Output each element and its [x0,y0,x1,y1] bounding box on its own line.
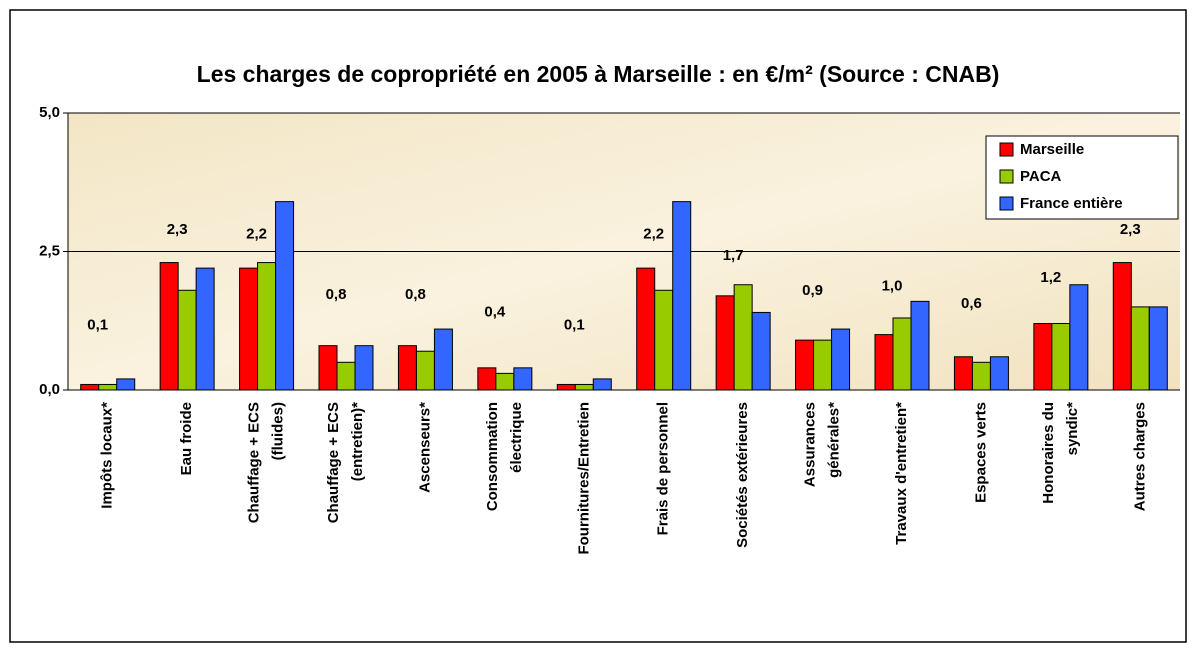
data-label: 0,1 [87,317,108,334]
chart-title: Les charges de copropriété en 2005 à Mar… [197,61,1000,87]
bar [592,378,612,391]
data-label: 0,1 [564,317,585,334]
data-label: 2,2 [643,225,664,242]
bar [831,328,851,391]
x-tick-label: Sociétés extérieures [734,402,751,548]
x-tick-label: Espaces verts [972,402,989,503]
bar [239,267,259,391]
bar [556,383,576,391]
x-tick-label: Chauffage + ECS (fluides) [246,402,287,523]
data-label: 2,3 [167,221,188,238]
bar [477,367,497,391]
legend-label: Marseille [1020,141,1084,158]
legend-label: PACA [1020,168,1062,185]
x-tick-label: Fournitures/Entretien [575,402,592,555]
bar [892,317,912,391]
bar [654,289,674,391]
bar [354,345,374,391]
bar [672,201,692,391]
legend-swatch [999,169,1014,184]
bar [1112,262,1132,391]
x-tick-label: Honoraires du syndic* [1040,402,1081,504]
bar [1148,306,1168,391]
data-label: 2,3 [1120,221,1141,238]
bar [495,372,515,391]
bar [636,267,656,391]
x-tick-label: Assurances générales* [802,402,843,487]
bar [715,295,735,391]
bar [433,328,453,391]
data-label: 0,6 [961,295,982,312]
data-label: 0,8 [326,286,347,303]
bar [257,262,277,391]
legend-swatch [999,196,1014,211]
bar [159,262,179,391]
bar [116,378,136,391]
y-tick-label: 2,5 [39,242,60,259]
y-tick-label: 0,0 [39,381,60,398]
x-tick-label: Ascenseurs* [416,402,433,493]
bar [1051,323,1071,391]
data-label: 0,8 [405,286,426,303]
bar [971,361,991,391]
data-label: 0,9 [802,282,823,299]
bar [195,267,215,391]
bar [953,356,973,391]
data-label: 0,4 [484,304,506,321]
y-tick-label: 5,0 [39,104,60,121]
bar [415,350,435,391]
legend-label: France entière [1020,195,1123,212]
bar [751,311,771,391]
bar [813,339,833,391]
bar [275,201,295,391]
bar [1130,306,1150,391]
bar [336,361,356,391]
bar [1069,284,1089,391]
bar [574,383,594,391]
bar [397,345,417,391]
data-label: 1,7 [723,247,744,264]
bar [177,289,197,391]
bar [874,334,894,391]
bar [80,383,100,391]
x-tick-label: Eau froide [178,402,195,475]
x-tick-label: Travaux d'entretien* [893,402,910,545]
bar [989,356,1009,391]
data-label: 2,2 [246,225,267,242]
x-tick-label: Frais de personnel [655,402,672,535]
data-label: 1,0 [882,278,903,295]
x-tick-label: Chauffage + ECS (entretien)* [325,402,366,523]
legend-box [985,135,1179,220]
x-tick-label: Impôts locaux* [99,402,116,509]
bar [795,339,815,391]
data-label: 1,2 [1040,269,1061,286]
bar [733,284,753,391]
bar [318,345,338,391]
x-tick-label: Autres charges [1131,402,1148,511]
legend-swatch [999,142,1014,157]
bar [513,367,533,391]
bar [98,383,118,391]
bar [1033,323,1053,391]
bar [910,300,930,391]
x-tick-label: Consommation électrique [484,402,525,511]
